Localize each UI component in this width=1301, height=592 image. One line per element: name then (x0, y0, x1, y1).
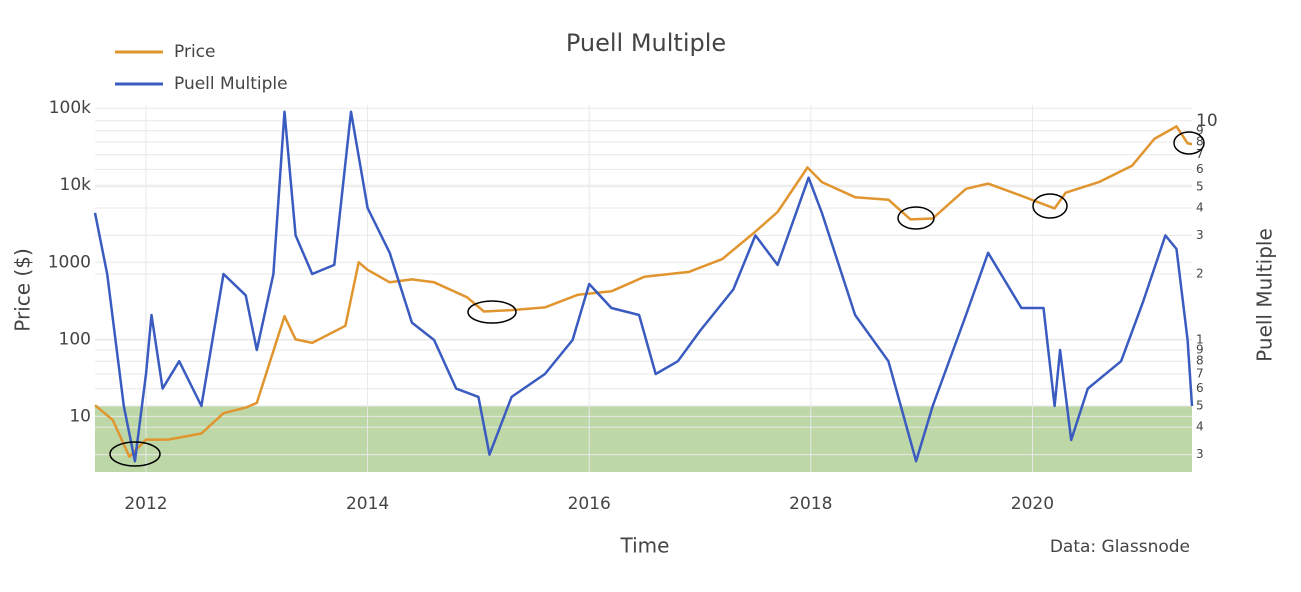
y2-tick-label: 3 (1196, 228, 1204, 242)
source-note: Data: Glassnode (1050, 537, 1190, 557)
y-tick-label: 10k (60, 175, 92, 195)
y2-tick-label: 4 (1196, 420, 1204, 434)
chart-title: Puell Multiple (566, 29, 726, 57)
y2-tick-label: 7 (1196, 366, 1204, 380)
y2-tick-label: 8 (1196, 135, 1204, 149)
x-tick-label: 2012 (124, 494, 167, 514)
y2-tick-label: 3 (1196, 447, 1204, 461)
y2-tick-label: 10 (1196, 111, 1218, 131)
y-tick-label: 10 (69, 406, 91, 426)
circle (1032, 193, 1068, 219)
y-tick-label: 1000 (48, 252, 91, 272)
x-tick-label: 2016 (568, 494, 611, 514)
y2-tick-label: 4 (1196, 201, 1204, 215)
series-line (94, 125, 1193, 458)
series-line (93, 110, 1194, 463)
y2-tick-label: 6 (1196, 381, 1204, 395)
y2-tick-label: 2 (1196, 267, 1204, 281)
x-axis-label: Time (620, 534, 670, 558)
y2-tick-label: 1 (1196, 333, 1204, 347)
y-tick-label: 100k (49, 98, 91, 118)
y2-tick-label: 6 (1196, 162, 1204, 176)
circle (109, 441, 161, 467)
y2-tick-label: 8 (1196, 354, 1204, 368)
circle (467, 300, 517, 324)
y2-tick-label: 5 (1196, 179, 1204, 193)
y2-tick-label: 7 (1196, 147, 1204, 161)
x-tick-label: 2020 (1011, 494, 1054, 514)
x-tick-label: 2018 (789, 494, 832, 514)
y2-tick-label: 5 (1196, 399, 1204, 413)
y2-tick-label: 9 (1196, 123, 1204, 137)
circle (1173, 131, 1205, 155)
circle (897, 206, 935, 230)
y-axis-label: Price ($) (11, 248, 35, 331)
y-tick-label: 100 (59, 329, 91, 349)
x-tick-label: 2014 (346, 494, 389, 514)
highlight-circles (109, 131, 1205, 467)
threshold-band (95, 406, 1192, 472)
y2-axis-label: Puell Multiple (1253, 228, 1277, 362)
legend-label: Price (174, 42, 215, 62)
legend-label: Puell Multiple (174, 74, 288, 94)
y2-tick-label: 9 (1196, 343, 1204, 357)
